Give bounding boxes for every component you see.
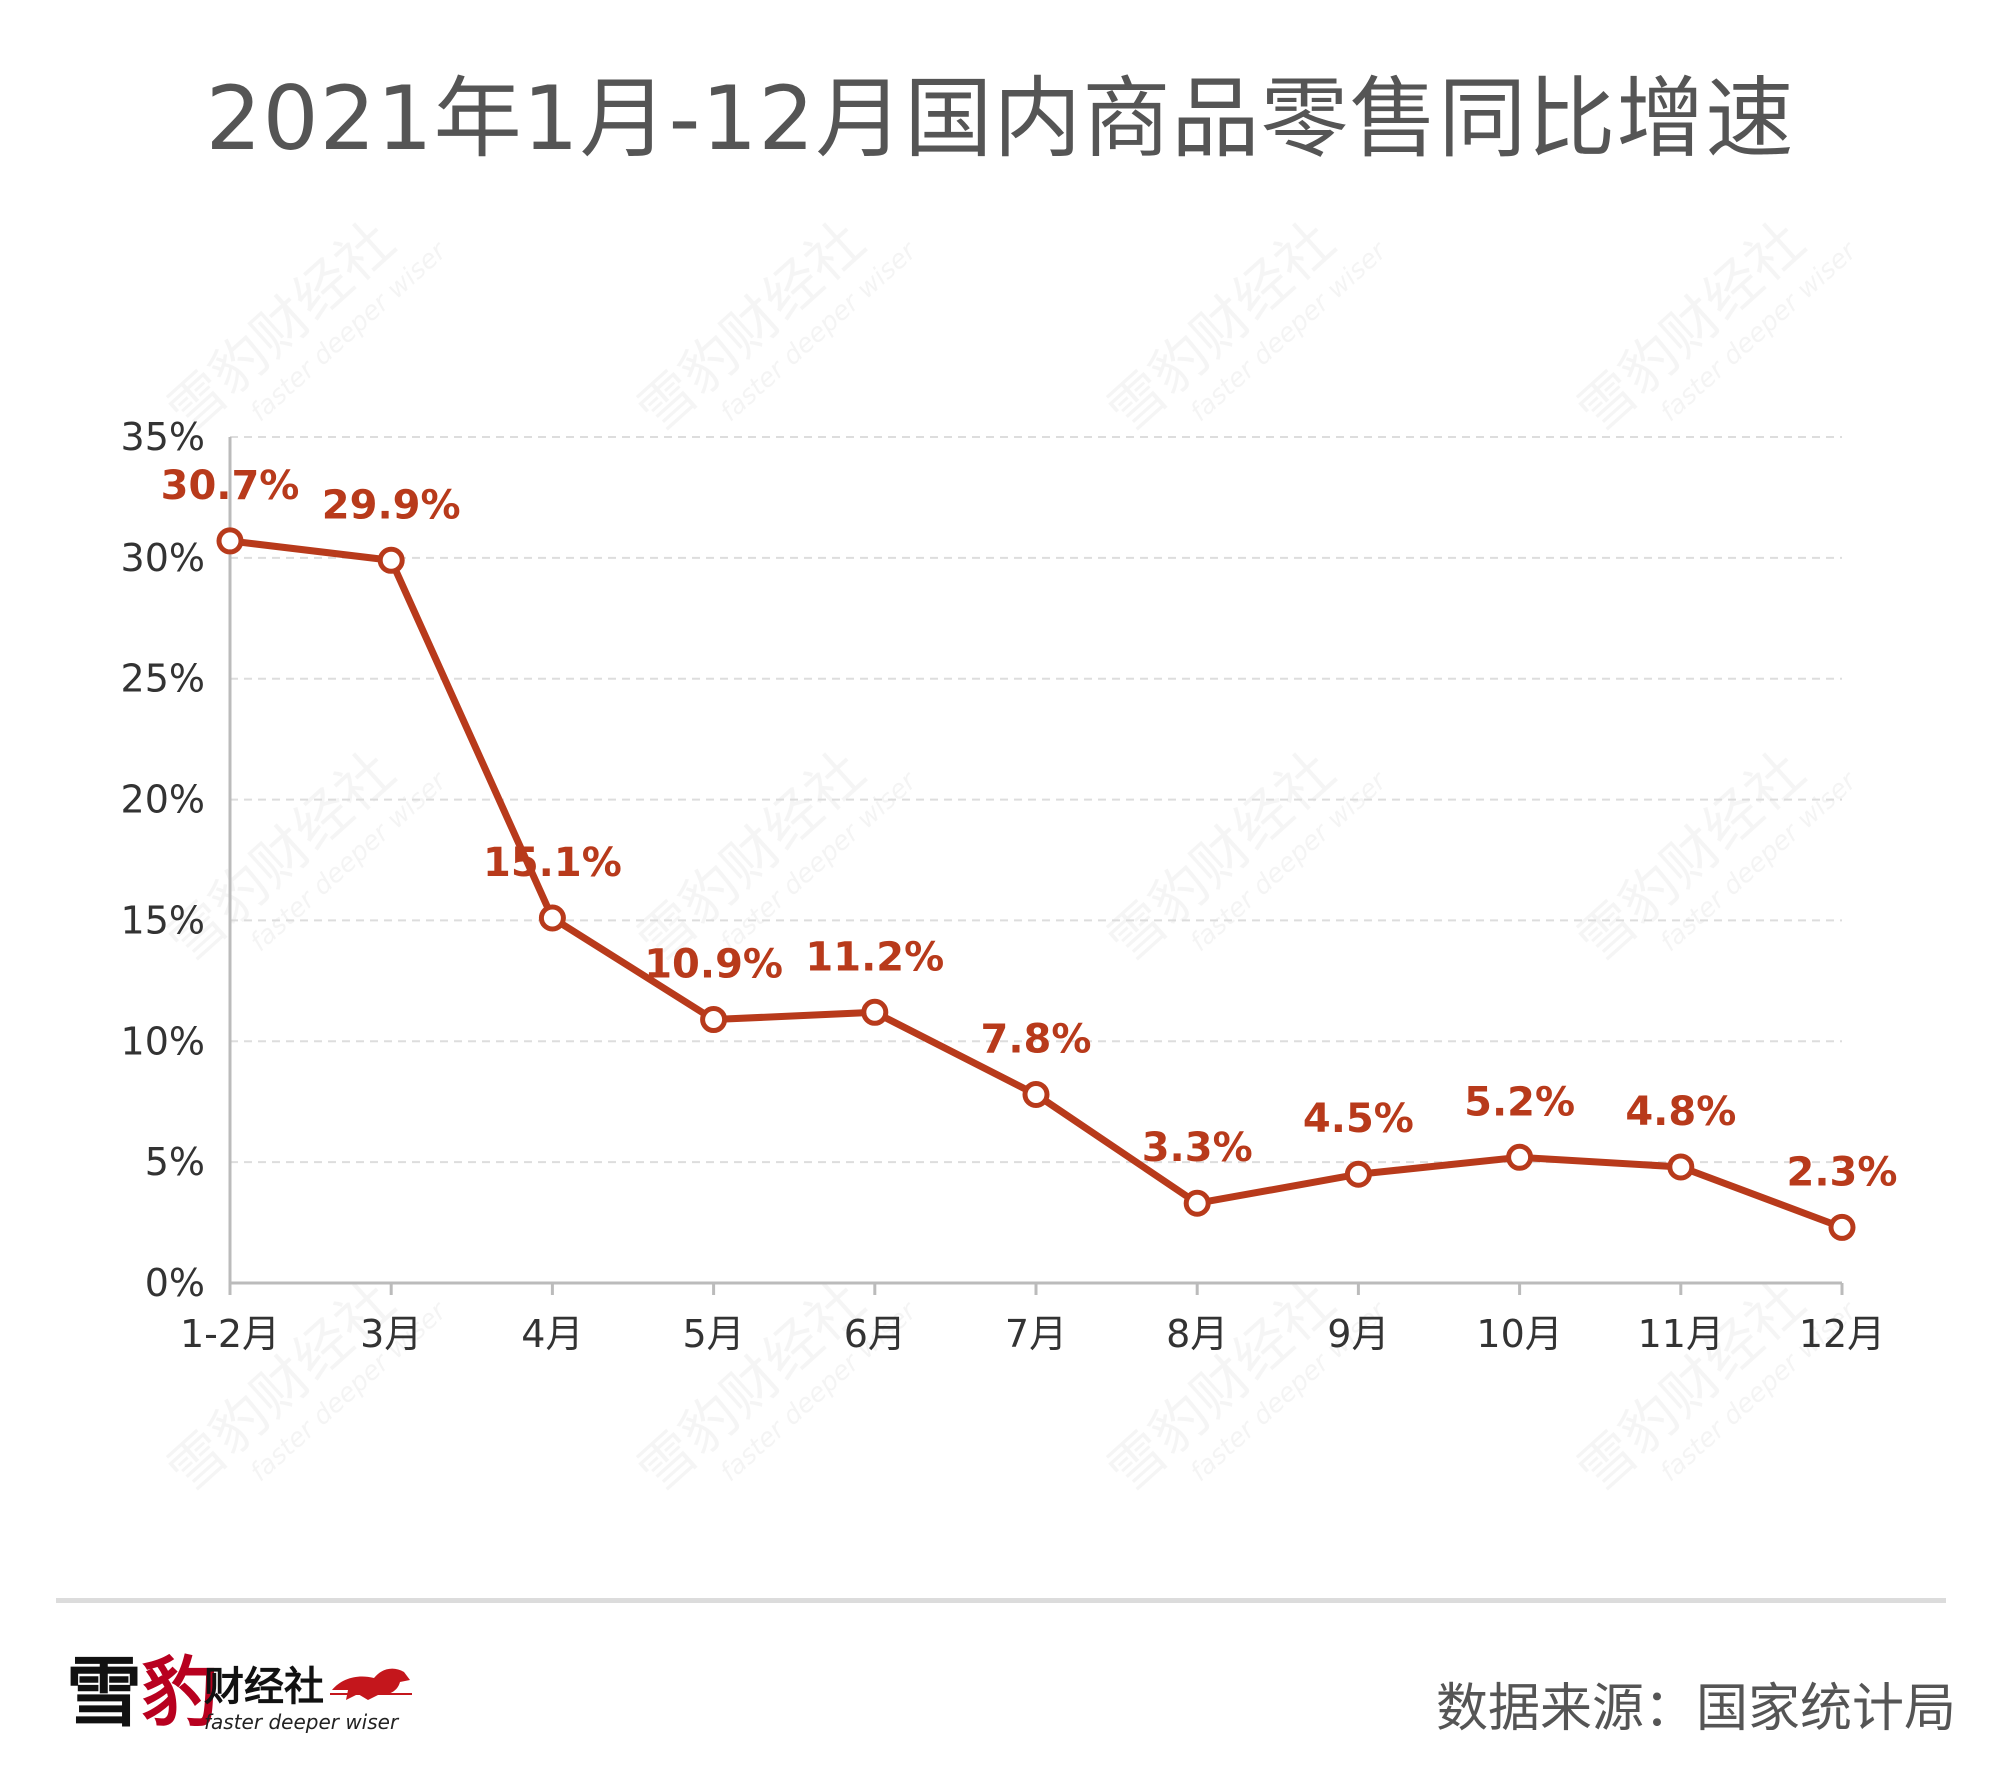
data-points xyxy=(216,527,1856,1241)
data-label: 10.9% xyxy=(644,942,783,988)
y-tick-label: 10% xyxy=(121,1019,205,1063)
axes xyxy=(228,437,1844,1295)
leopard-icon xyxy=(330,1668,412,1700)
data-label: 11.2% xyxy=(805,934,944,980)
chart-title: 2021年1月-12月国内商品零售同比增速 xyxy=(205,67,1795,170)
data-label: 29.9% xyxy=(322,482,461,528)
y-tick-label: 15% xyxy=(121,898,205,942)
logo-wordmark: 雪豹 xyxy=(66,1648,218,1738)
data-point xyxy=(216,527,244,555)
data-point xyxy=(1828,1213,1856,1241)
data-label: 15.1% xyxy=(483,840,622,886)
logo-cn-name: 财经社 xyxy=(204,1663,324,1710)
x-tick-label: 8月 xyxy=(1166,1312,1228,1356)
data-label: 7.8% xyxy=(981,1016,1092,1062)
data-point xyxy=(1183,1189,1211,1217)
data-point xyxy=(1506,1143,1534,1171)
footer-divider xyxy=(56,1598,1946,1603)
data-label: 3.3% xyxy=(1142,1125,1253,1171)
y-tick-label: 0% xyxy=(145,1261,205,1305)
x-tick-label: 12月 xyxy=(1799,1312,1885,1356)
data-labels: 30.7% 29.9% 15.1% 10.9% 11.2% 7.8% 3.3% 4.5% 5.2… xyxy=(161,463,1898,1195)
x-tick-label: 7月 xyxy=(1005,1312,1067,1356)
data-point xyxy=(861,998,889,1026)
x-tick-label: 3月 xyxy=(360,1312,422,1356)
data-label: 4.8% xyxy=(1625,1089,1736,1135)
x-tick-labels: 1-2月 3月 4月 5月 6月 7月 8月 9月 10月 11月 12月 xyxy=(180,1312,1885,1356)
logo-char-leopard: 豹 xyxy=(142,1648,218,1737)
x-tick-label: 9月 xyxy=(1327,1312,1389,1356)
data-label: 2.3% xyxy=(1787,1149,1898,1195)
series-line xyxy=(226,537,1846,1231)
brand-logo: 雪豹 财经社 faster deeper wiser xyxy=(66,1648,466,1748)
data-point xyxy=(1667,1153,1695,1181)
y-tick-label: 30% xyxy=(121,536,205,580)
x-tick-label: 1-2月 xyxy=(180,1312,280,1356)
logo-char-snow: 雪 xyxy=(66,1648,142,1737)
y-tick-labels: 0% 5% 10% 15% 20% 25% 30% 35% xyxy=(121,415,205,1305)
data-label: 4.5% xyxy=(1303,1096,1414,1142)
x-tick-label: 6月 xyxy=(844,1312,906,1356)
data-point xyxy=(538,904,566,932)
y-tick-label: 20% xyxy=(121,778,205,822)
data-source: 数据来源：国家统计局 xyxy=(1435,1679,1956,1739)
data-point xyxy=(1344,1160,1372,1188)
y-tick-label: 35% xyxy=(121,415,205,459)
data-point xyxy=(377,546,405,574)
series-polyline xyxy=(226,537,1846,1231)
logo-tagline: faster deeper wiser xyxy=(204,1710,399,1734)
x-tick-label: 5月 xyxy=(683,1312,745,1356)
data-point xyxy=(700,1006,728,1034)
data-label: 5.2% xyxy=(1464,1079,1575,1125)
data-point xyxy=(1022,1080,1050,1108)
x-tick-label: 11月 xyxy=(1638,1312,1724,1356)
y-tick-label: 25% xyxy=(121,657,205,701)
y-tick-label: 5% xyxy=(145,1140,205,1184)
data-label: 30.7% xyxy=(161,463,300,509)
x-tick-label: 4月 xyxy=(521,1312,583,1356)
x-tick-label: 10月 xyxy=(1476,1312,1562,1356)
